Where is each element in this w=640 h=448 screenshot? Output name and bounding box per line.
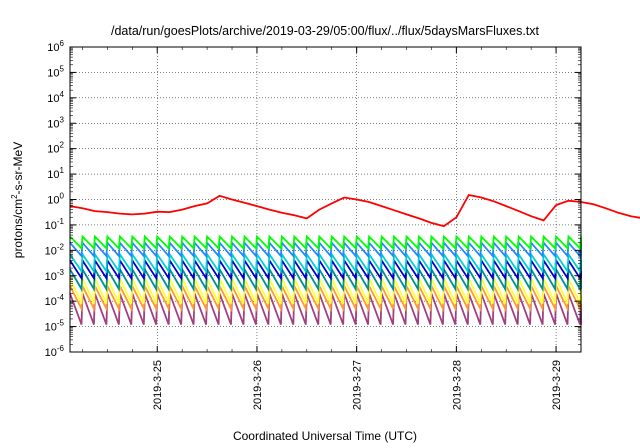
- y-tick-label: 101: [47, 166, 64, 181]
- y-tick-label: 10-1: [45, 217, 65, 232]
- y-axis-label-sup: 2: [10, 194, 19, 199]
- y-tick-base: 10: [47, 67, 59, 79]
- y-tick-base: 10: [47, 195, 59, 207]
- y-tick-base: 10: [45, 245, 57, 257]
- x-tick-label: 2019-3-29: [551, 360, 563, 410]
- y-axis-label: protons/cm2-s-sr-MeV: [10, 142, 25, 258]
- y-tick-base: 10: [47, 169, 59, 181]
- x-tick-label: 2019-3-26: [252, 360, 264, 410]
- y-axis-ticks: 10-610-510-410-310-210-11001011021031041…: [45, 39, 581, 359]
- series-line: [69, 240, 582, 259]
- y-tick-label: 10-4: [45, 293, 65, 308]
- y-tick-exp: -1: [57, 217, 65, 226]
- y-tick-exp: 1: [60, 166, 65, 175]
- y-tick-label: 102: [47, 141, 64, 156]
- y-tick-base: 10: [45, 220, 57, 232]
- y-tick-exp: 2: [60, 141, 65, 150]
- y-tick-base: 10: [45, 296, 57, 308]
- y-tick-exp: -4: [57, 293, 65, 302]
- y-tick-label: 106: [47, 39, 64, 54]
- series-line: [69, 266, 582, 293]
- y-axis-label-base: protons/cm: [11, 199, 25, 258]
- y-tick-base: 10: [47, 42, 59, 54]
- y-tick-base: 10: [47, 144, 59, 156]
- x-axis-label: Coordinated Universal Time (UTC): [233, 429, 417, 443]
- y-tick-base: 10: [45, 347, 57, 359]
- y-tick-label: 10-6: [45, 344, 65, 359]
- y-tick-label: 10-5: [45, 319, 65, 334]
- data-series: [69, 193, 640, 325]
- y-tick-label: 103: [47, 115, 64, 130]
- y-tick-label: 100: [47, 192, 64, 207]
- y-tick-base: 10: [47, 93, 59, 105]
- y-tick-exp: 5: [60, 64, 65, 73]
- series-line: [69, 251, 582, 275]
- y-axis-label-rest: -s-sr-MeV: [11, 142, 25, 195]
- y-tick-label: 105: [47, 64, 64, 79]
- chart-title: /data/run/goesPlots/archive/2019-03-29/0…: [111, 24, 540, 38]
- y-tick-label: 104: [47, 90, 64, 105]
- x-axis-ticks: 2019-3-25 2019-3-26 2019-3-27 2019-3-28 2019…: [82, 47, 582, 410]
- y-tick-exp: -5: [57, 319, 65, 328]
- series-line: [69, 193, 640, 228]
- y-tick-exp: 0: [60, 192, 65, 201]
- y-tick-base: 10: [45, 271, 57, 283]
- y-tick-exp: 6: [60, 39, 65, 48]
- y-tick-exp: -3: [57, 268, 65, 277]
- x-tick-label: 2019-3-25: [152, 360, 164, 410]
- y-tick-label: 10-2: [45, 242, 65, 257]
- y-tick-exp: 3: [60, 115, 65, 124]
- y-tick-exp: -6: [57, 344, 65, 353]
- y-tick-exp: -2: [57, 242, 65, 251]
- x-tick-label: 2019-3-28: [451, 360, 463, 410]
- x-tick-label: 2019-3-27: [352, 360, 364, 410]
- series-line: [69, 234, 582, 251]
- y-tick-base: 10: [47, 118, 59, 130]
- y-tick-label: 10-3: [45, 268, 65, 283]
- y-tick-exp: 4: [60, 90, 65, 99]
- y-tick-base: 10: [45, 322, 57, 334]
